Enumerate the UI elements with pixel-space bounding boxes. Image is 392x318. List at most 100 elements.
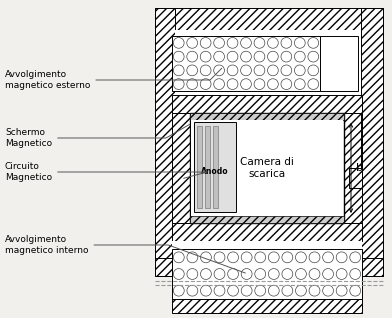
Circle shape <box>309 252 320 263</box>
Circle shape <box>200 79 211 89</box>
Bar <box>197 126 202 208</box>
Circle shape <box>228 252 238 263</box>
Circle shape <box>296 269 307 280</box>
Circle shape <box>254 38 265 48</box>
Circle shape <box>214 38 225 48</box>
Text: Anodo: Anodo <box>201 167 229 176</box>
Circle shape <box>323 252 334 263</box>
Circle shape <box>187 51 198 62</box>
Circle shape <box>282 252 293 263</box>
Circle shape <box>227 65 238 76</box>
Circle shape <box>241 65 251 76</box>
Bar <box>172 36 320 91</box>
Circle shape <box>350 269 361 280</box>
Circle shape <box>173 269 184 280</box>
Circle shape <box>173 38 184 48</box>
Circle shape <box>173 51 184 62</box>
Circle shape <box>294 51 305 62</box>
Circle shape <box>281 38 292 48</box>
Circle shape <box>336 269 347 280</box>
Circle shape <box>241 51 251 62</box>
Text: Avvolgimento
magnetico esterno: Avvolgimento magnetico esterno <box>5 68 222 90</box>
Circle shape <box>269 269 279 280</box>
Circle shape <box>269 252 279 263</box>
Circle shape <box>255 285 266 296</box>
Circle shape <box>187 285 198 296</box>
Circle shape <box>200 65 211 76</box>
Bar <box>155 8 383 30</box>
Circle shape <box>228 285 238 296</box>
Circle shape <box>269 285 279 296</box>
Bar <box>190 216 344 223</box>
Circle shape <box>173 79 184 89</box>
Bar <box>344 113 362 223</box>
Circle shape <box>187 252 198 263</box>
Circle shape <box>281 65 292 76</box>
Text: b: b <box>356 163 363 173</box>
Bar <box>190 113 344 223</box>
Circle shape <box>267 79 278 89</box>
Circle shape <box>228 269 238 280</box>
Circle shape <box>214 269 225 280</box>
Circle shape <box>336 285 347 296</box>
Circle shape <box>173 285 184 296</box>
Bar <box>155 8 175 276</box>
Circle shape <box>200 252 211 263</box>
Circle shape <box>200 38 211 48</box>
Circle shape <box>214 285 225 296</box>
Circle shape <box>214 65 225 76</box>
Circle shape <box>323 269 334 280</box>
Circle shape <box>173 252 184 263</box>
Circle shape <box>336 252 347 263</box>
Circle shape <box>255 269 266 280</box>
Circle shape <box>281 79 292 89</box>
Text: Camera di
scarica: Camera di scarica <box>240 157 294 179</box>
Circle shape <box>254 51 265 62</box>
Bar <box>172 299 362 313</box>
Circle shape <box>309 285 320 296</box>
Circle shape <box>241 252 252 263</box>
Bar <box>172 113 190 223</box>
Circle shape <box>241 38 251 48</box>
Circle shape <box>241 269 252 280</box>
Circle shape <box>267 38 278 48</box>
Bar <box>172 241 362 249</box>
Circle shape <box>294 79 305 89</box>
Circle shape <box>214 79 225 89</box>
Circle shape <box>296 252 307 263</box>
Circle shape <box>227 38 238 48</box>
Bar <box>349 168 362 188</box>
Circle shape <box>294 38 305 48</box>
Bar <box>172 249 362 299</box>
Text: Circuito
Magnetico: Circuito Magnetico <box>5 162 207 182</box>
Circle shape <box>214 51 225 62</box>
Circle shape <box>308 79 319 89</box>
Circle shape <box>227 79 238 89</box>
Circle shape <box>350 252 361 263</box>
Bar <box>361 113 362 168</box>
Circle shape <box>173 65 184 76</box>
Bar <box>172 223 362 241</box>
Bar <box>205 126 210 208</box>
Circle shape <box>308 65 319 76</box>
Circle shape <box>241 79 251 89</box>
Circle shape <box>187 79 198 89</box>
Circle shape <box>214 252 225 263</box>
Circle shape <box>200 51 211 62</box>
Circle shape <box>282 285 293 296</box>
Bar <box>175 30 361 258</box>
Bar <box>191 120 343 216</box>
Circle shape <box>254 65 265 76</box>
Circle shape <box>200 269 211 280</box>
Circle shape <box>281 51 292 62</box>
Circle shape <box>241 285 252 296</box>
Circle shape <box>308 38 319 48</box>
Bar <box>155 258 383 276</box>
Circle shape <box>294 65 305 76</box>
Circle shape <box>267 65 278 76</box>
Bar <box>213 126 218 208</box>
Bar <box>190 113 344 120</box>
Bar <box>361 8 383 276</box>
Circle shape <box>255 252 266 263</box>
Circle shape <box>200 285 211 296</box>
